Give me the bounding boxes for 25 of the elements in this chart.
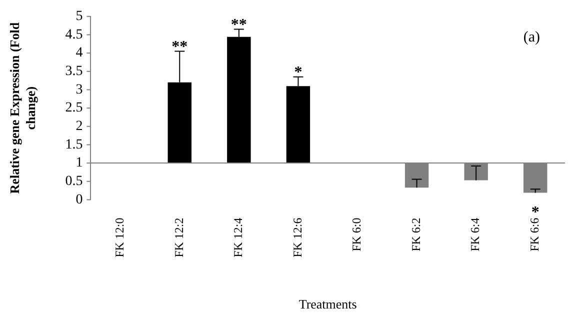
annotation: **: [230, 16, 247, 34]
y-tick-label: 2.5: [65, 100, 83, 116]
annotation: **: [172, 38, 188, 56]
x-tick-label: FK 12:2: [172, 218, 186, 258]
y-tick-label: 4: [76, 46, 83, 61]
annotation: (a): [523, 29, 540, 46]
y-axis-title: Relative gene Expression (Fold change): [7, 22, 38, 194]
y-tick-label: 3: [76, 82, 83, 98]
x-axis-title: Treatments: [298, 296, 357, 312]
x-tick-label: FK 6:0: [350, 218, 364, 252]
y-tick-label: 0: [76, 192, 83, 208]
y-tick-label: 3.5: [65, 64, 83, 80]
annotation: *: [294, 64, 302, 82]
x-tick-label: FK 6:4: [468, 218, 482, 252]
y-tick-label: 5: [76, 9, 83, 24]
x-tick-label: FK 12:0: [112, 218, 126, 258]
y-tick-label: 1.5: [65, 137, 83, 152]
x-tick-label: FK 12:6: [290, 218, 304, 258]
y-tick-label: 1: [76, 156, 83, 171]
x-tick-label: FK 6:2: [408, 218, 423, 252]
y-tick-label: 4.5: [65, 27, 83, 42]
x-tick-label: FK 12:4: [231, 218, 246, 258]
y-tick-label: 2: [76, 119, 83, 134]
y-tick-label: 0.5: [65, 174, 83, 190]
x-tick-label: FK 6:6: [528, 218, 542, 252]
